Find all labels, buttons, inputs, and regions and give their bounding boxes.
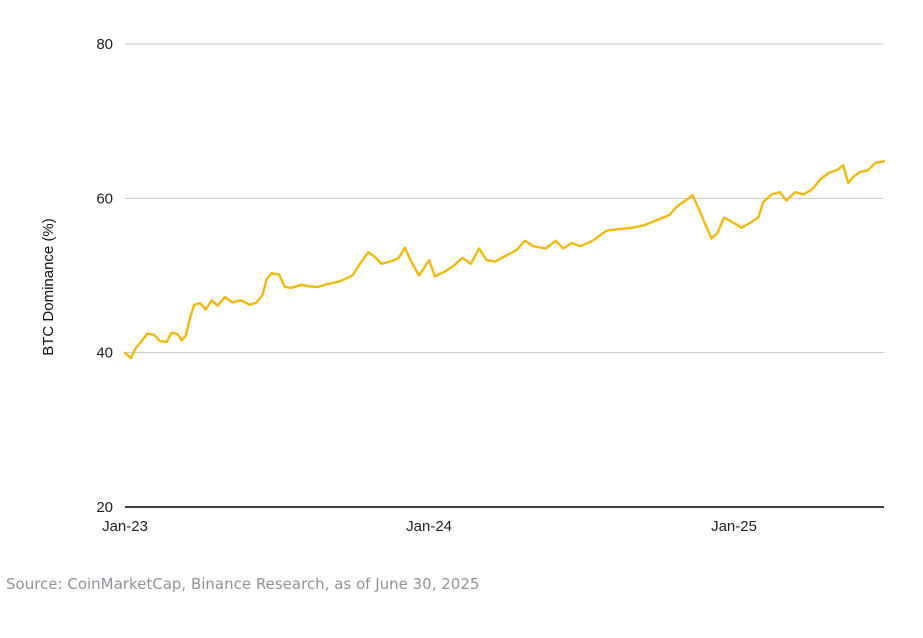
x-tick-label: Jan-25 — [711, 518, 757, 535]
series-line — [123, 160, 886, 360]
y-tick-label: 80 — [96, 36, 113, 53]
x-tick-label: Jan-24 — [406, 518, 452, 535]
series-group — [123, 160, 886, 360]
y-tick-label: 20 — [96, 499, 113, 516]
y-axis-ticks: 20 40 60 80 — [96, 36, 113, 516]
y-tick-label: 60 — [96, 190, 113, 207]
y-axis-label: BTC Dominance (%) — [40, 218, 57, 356]
source-note: Source: CoinMarketCap, Binance Research,… — [6, 575, 480, 593]
x-axis-ticks: Jan-23 Jan-24 Jan-25 — [102, 518, 757, 535]
x-tick-label: Jan-23 — [102, 518, 148, 535]
gridlines — [125, 43, 884, 354]
y-tick-label: 40 — [96, 345, 113, 362]
